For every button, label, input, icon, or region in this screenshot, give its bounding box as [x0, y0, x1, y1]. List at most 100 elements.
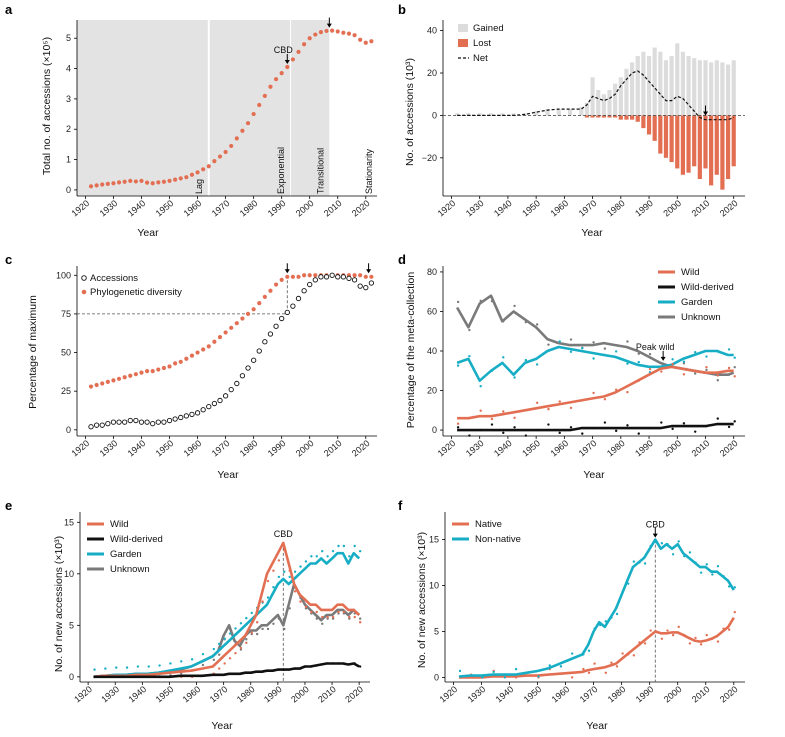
scatter-point-garden	[569, 350, 573, 353]
panel-d-x-tick-label: 2000	[661, 438, 683, 459]
bar-gained	[500, 113, 505, 116]
panel-d-x-tick-label: 1930	[464, 438, 486, 459]
legend-marker-accessions	[81, 275, 87, 281]
panel-d-x-tick-label: 2020	[718, 438, 740, 459]
bar-gained	[675, 43, 680, 116]
panel-a-x-tick-label: 1950	[154, 198, 176, 219]
scatter-point-non-native	[716, 565, 720, 568]
scatter-point-garden	[468, 354, 471, 358]
scatter-point-non-native	[458, 669, 462, 673]
bar-lost	[686, 115, 691, 173]
scatter-point-garden	[147, 665, 150, 668]
scatter-point-garden	[331, 549, 335, 553]
legend-swatch-gained	[458, 24, 468, 32]
panel-b-x-tick-label: 1970	[577, 198, 599, 219]
panel-f: f Year No. of new accessions (×10³) 1920…	[398, 498, 745, 732]
panel-d-y-tick-label: 0	[432, 425, 437, 435]
annotation-arrow	[660, 356, 666, 361]
bar-lost	[646, 115, 652, 135]
scatter-point-unknown	[272, 622, 275, 625]
scatter-point-garden	[201, 652, 205, 656]
scatter-point-garden	[321, 549, 324, 553]
scatter-point-wild-derived	[490, 423, 494, 426]
scatter-point-garden	[212, 647, 216, 651]
data-point	[335, 29, 340, 34]
data-point	[173, 177, 178, 182]
panel-d-y-tick-label: 80	[427, 267, 437, 277]
data-point	[156, 180, 161, 185]
scatter-point-wild	[272, 569, 275, 572]
panel-c-y-axis-label: Percentage of maximum	[27, 295, 39, 409]
scatter-point-non-native	[548, 664, 551, 667]
data-point	[330, 28, 335, 33]
panel-d-x-tick-label: 1990	[633, 438, 655, 459]
data-point-phylogenetic	[128, 373, 133, 378]
annotation-cbd: CBD	[646, 520, 666, 530]
series-line-native	[459, 617, 735, 679]
scatter-point-wild	[727, 366, 731, 370]
data-point-phylogenetic	[150, 368, 155, 374]
scatter-point-wild	[682, 373, 686, 376]
scatter-point-non-native	[632, 560, 636, 563]
panel-e-y-tick-label: 0	[69, 672, 74, 682]
data-point	[122, 179, 127, 184]
scatter-point-unknown	[513, 304, 516, 308]
scatter-point-unknown	[201, 663, 205, 667]
scatter-point-garden	[581, 347, 584, 350]
scatter-point-wild-derived	[524, 434, 528, 437]
panel-c-y-tick-label: 25	[61, 386, 71, 396]
scatter-point-garden	[513, 376, 516, 379]
panel-b-x-axis-label: Year	[581, 227, 603, 239]
panel-f-x-tick-label: 1960	[550, 684, 572, 705]
phase-label: Transitional	[315, 148, 325, 194]
bar-gained	[455, 113, 460, 116]
scatter-point-native	[621, 652, 624, 655]
scatter-point-wild	[479, 409, 482, 412]
data-point	[273, 77, 279, 82]
scatter-point-garden	[283, 570, 286, 573]
annotation-cbd: CBD	[274, 529, 294, 539]
scatter-point-wild	[705, 366, 708, 369]
panel-c-y-tick-label: 50	[61, 348, 71, 358]
data-point	[290, 57, 295, 62]
data-point-accessions	[279, 315, 285, 322]
data-point	[217, 154, 223, 159]
panel-e-x-tick-label: 1930	[99, 684, 121, 705]
scatter-point-garden	[733, 356, 736, 359]
data-point-phylogenetic	[206, 344, 211, 349]
data-point	[100, 182, 105, 187]
panel-label-f: f	[398, 498, 403, 513]
bar-gained	[635, 56, 640, 116]
panel-f-x-tick-label: 2020	[718, 684, 740, 705]
legend-label-wild: Wild	[681, 267, 699, 278]
data-point-accessions	[155, 419, 161, 425]
scatter-point-native	[677, 625, 680, 629]
scatter-point-garden	[93, 668, 96, 671]
panel-b-y-tick-label: 0	[432, 110, 437, 120]
data-point-accessions	[183, 413, 189, 419]
legend-label-gained: Gained	[473, 23, 504, 34]
data-point-phylogenetic	[223, 330, 228, 335]
data-point-accessions	[105, 420, 111, 427]
panel-c-x-tick-label: 1970	[210, 438, 232, 459]
panel-a-y-tick-label: 0	[66, 185, 71, 195]
scatter-point-garden	[727, 348, 731, 351]
scatter-point-wild-derived	[502, 431, 505, 435]
bar-gained	[596, 89, 601, 116]
data-point-accessions	[138, 419, 145, 425]
scatter-point-wild	[299, 600, 302, 603]
scatter-point-garden	[682, 360, 686, 363]
panel-d-x-tick-label: 1970	[577, 438, 599, 459]
panel-b-x-tick-label: 1990	[633, 198, 655, 219]
phase-label: Stationarity	[364, 148, 374, 194]
annotation-arrow	[326, 23, 332, 28]
scatter-point-wild	[255, 621, 259, 624]
legend-label-garden: Garden	[110, 549, 142, 560]
data-point	[358, 37, 363, 42]
scatter-point-garden	[671, 358, 674, 361]
data-point	[324, 28, 329, 34]
bar-gained	[511, 113, 516, 116]
bar-gained	[556, 109, 561, 116]
annotation-arrow	[366, 269, 372, 274]
scatter-point-garden	[115, 666, 118, 669]
